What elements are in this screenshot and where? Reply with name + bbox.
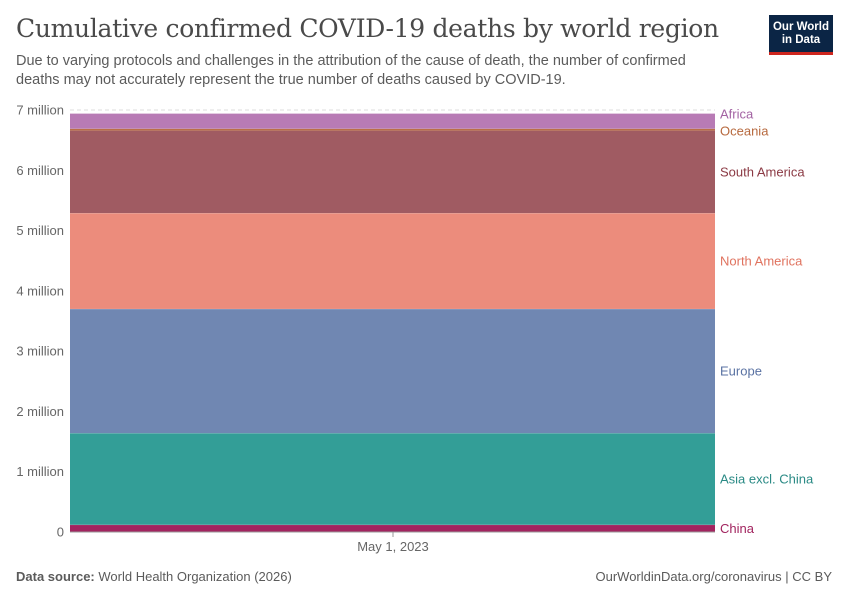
data-source-value: World Health Organization (2026) [98, 569, 292, 584]
area-south-america[interactable] [70, 130, 715, 214]
y-tick-label: 4 million [16, 283, 64, 298]
area-oceania[interactable] [70, 128, 715, 131]
data-source-label: Data source: [16, 569, 95, 584]
x-tick-label: May 1, 2023 [357, 539, 429, 554]
y-tick-label: 0 [57, 525, 64, 540]
y-tick-label: 6 million [16, 163, 64, 178]
series-label-africa[interactable]: Africa [720, 107, 754, 122]
logo-line-2: in Data [781, 33, 821, 46]
area-north-america[interactable] [70, 213, 715, 309]
series-label-china[interactable]: China [720, 521, 755, 536]
area-china[interactable] [70, 524, 715, 532]
y-tick-label: 7 million [16, 103, 64, 118]
x-axis: May 1, 2023 [70, 531, 715, 554]
owid-logo[interactable]: Our World in Data [769, 15, 833, 55]
y-axis-ticks: 0 1 million 2 million 3 million 4 million 5 m… [16, 103, 64, 540]
area-africa[interactable] [70, 113, 715, 129]
series-label-oceania[interactable]: Oceania [720, 124, 769, 139]
series-label-asia-excl-china[interactable]: Asia excl. China [720, 471, 814, 486]
footer-link[interactable]: OurWorldinData.org/coronavirus | CC BY [595, 569, 832, 584]
series-labels: China Asia excl. China Europe North America… [720, 107, 814, 536]
y-tick-label: 5 million [16, 223, 64, 238]
area-europe[interactable] [70, 308, 715, 434]
chart-subtitle: Due to varying protocols and challenges … [16, 53, 686, 88]
area-asia-excl-china[interactable] [70, 433, 715, 525]
y-tick-label: 1 million [16, 464, 64, 479]
area-series [70, 113, 715, 532]
series-label-europe[interactable]: Europe [720, 364, 762, 379]
series-label-south-america[interactable]: South America [720, 164, 805, 179]
chart-title: Cumulative confirmed COVID-19 deaths by … [16, 14, 719, 43]
logo-line-1: Our World [772, 20, 829, 33]
y-tick-label: 2 million [16, 404, 64, 419]
data-source: Data source: World Health Organization (… [16, 569, 292, 584]
series-label-north-america[interactable]: North America [720, 254, 803, 269]
y-tick-label: 3 million [16, 344, 64, 359]
